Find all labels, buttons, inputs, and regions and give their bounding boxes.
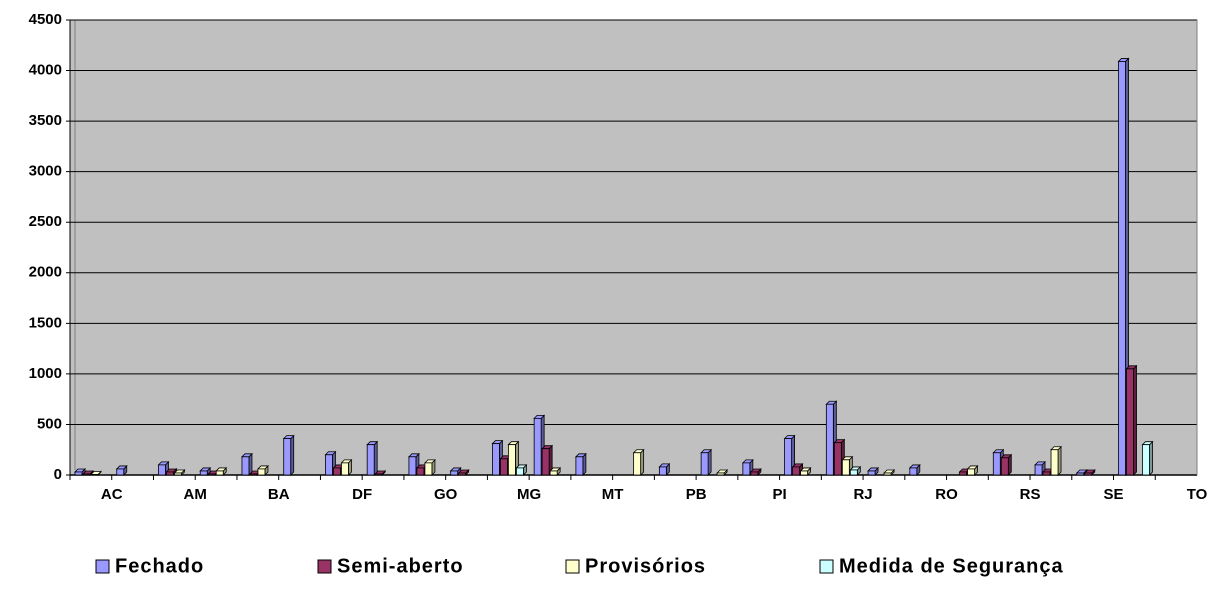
y-tick-label: 500 (37, 415, 62, 432)
bar (423, 458, 436, 476)
x-tick-label: SE (1104, 486, 1124, 503)
x-tick-label: MG (517, 486, 541, 503)
plot-area (69, 19, 1198, 476)
y-tick-label: 4500 (29, 11, 62, 28)
bar (199, 466, 212, 476)
bar (157, 460, 170, 476)
bar (632, 448, 645, 476)
legend-swatch (317, 559, 332, 574)
bar (799, 466, 812, 476)
bar (1000, 453, 1013, 476)
x-tick-label: AC (101, 486, 123, 503)
bar (366, 440, 379, 476)
y-tick-label: 1500 (29, 314, 62, 331)
x-tick-label: AM (184, 486, 207, 503)
bar (340, 458, 353, 476)
legend-swatch (565, 559, 580, 574)
bar (449, 466, 462, 476)
legend-label: Fechado (115, 555, 204, 577)
bar (256, 464, 269, 476)
x-tick-label: RJ (853, 486, 872, 503)
bar (215, 466, 228, 476)
bar (115, 464, 128, 476)
x-tick-label: RO (935, 486, 958, 503)
bar (908, 463, 921, 476)
x-tick-label: BA (268, 486, 290, 503)
x-tick-label: MT (602, 486, 624, 503)
legend-label: Medida de Segurança (839, 555, 1064, 577)
bar (173, 469, 186, 476)
x-tick-label: TO (1187, 486, 1208, 503)
bar (549, 466, 562, 476)
bar (374, 470, 387, 476)
bar (749, 468, 762, 476)
bar (90, 470, 102, 476)
bar (282, 434, 295, 476)
bar (457, 469, 470, 476)
x-tick-label: RS (1020, 486, 1041, 503)
x-tick-label: PI (772, 486, 786, 503)
bar (700, 448, 713, 476)
y-tick-label: 1000 (29, 365, 62, 382)
y-tick-label: 3000 (29, 163, 62, 180)
bar (867, 466, 880, 476)
legend-label: Provisórios (585, 555, 706, 577)
bar (515, 463, 528, 476)
bar (883, 469, 896, 476)
bar (1125, 364, 1138, 476)
y-tick-label: 2500 (29, 213, 62, 230)
bar (1050, 445, 1063, 476)
y-tick-label: 4000 (29, 62, 62, 79)
bar (574, 452, 587, 476)
y-tick-label: 0 (54, 466, 62, 483)
bar (1083, 469, 1096, 476)
bar (658, 462, 671, 476)
x-tick-label: PB (686, 486, 707, 503)
y-tick-label: 3500 (29, 112, 62, 129)
legend-label: Semi-aberto (337, 555, 464, 577)
legend-swatch (95, 559, 110, 574)
bar (240, 452, 253, 476)
y-tick-label: 2000 (29, 264, 62, 281)
legend-swatch (819, 559, 834, 574)
x-tick-label: GO (434, 486, 458, 503)
bar (966, 464, 979, 476)
bar (1141, 440, 1154, 476)
bar (716, 469, 729, 476)
bar (849, 465, 862, 476)
x-tick-label: DF (352, 486, 372, 503)
